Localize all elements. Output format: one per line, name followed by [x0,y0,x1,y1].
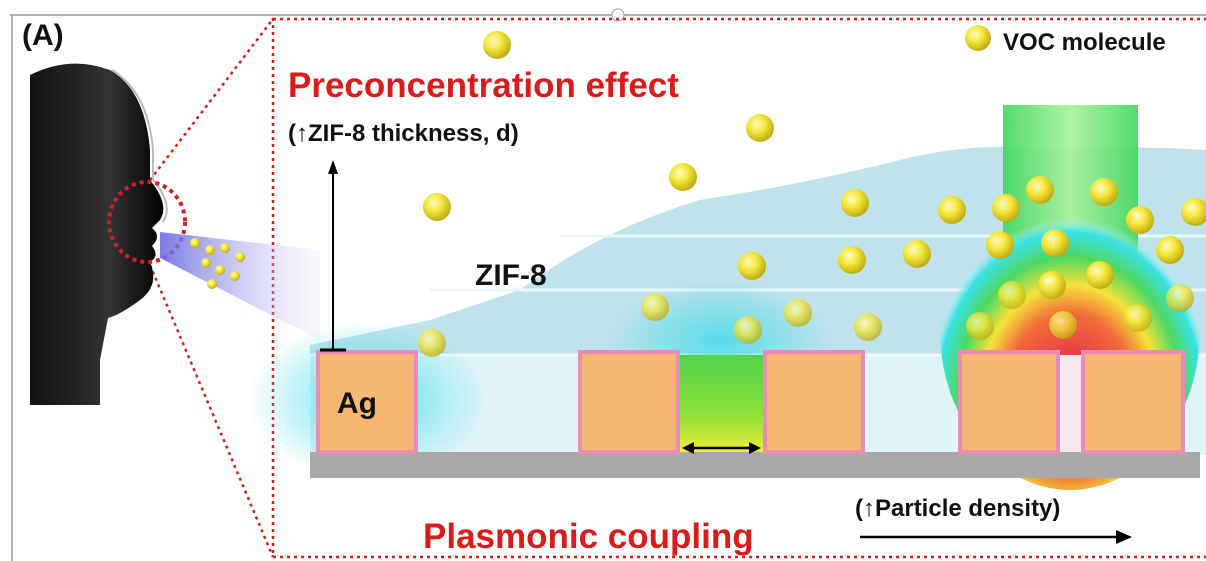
voc-molecule [235,252,245,262]
voc-molecule [738,252,766,280]
breath [160,232,320,340]
arrow-head [1116,530,1132,544]
voc-molecule [903,240,931,268]
voc-molecule [938,196,966,224]
preconcentration-note: (↑ZIF-8 thickness, d) [288,120,519,147]
plasmonic-title: Plasmonic coupling [423,517,754,556]
voc-molecule [190,238,200,248]
voc-molecule [998,281,1026,309]
voc-molecule [992,194,1020,222]
voc-molecule [215,265,225,275]
panel-label: (A) [22,19,64,52]
voc-molecule [207,279,217,289]
voc-molecule [1124,304,1152,332]
voc-molecule [1026,176,1054,204]
voc-molecule [201,258,211,268]
voc-molecule [205,245,215,255]
voc-molecule [784,299,812,327]
voc-molecule [838,246,866,274]
gap-field [678,355,765,452]
layer-label: ZIF-8 [475,259,547,292]
voc-molecule [1041,229,1069,257]
voc-molecule [1166,284,1194,312]
diagram: (A) VOC molecule Preconcentration effect… [0,0,1206,561]
voc-molecule [1038,271,1066,299]
substrate [310,452,1200,478]
voc-molecule [966,312,994,340]
voc-molecule [1049,311,1077,339]
voc-molecule [841,189,869,217]
voc-molecule [669,163,697,191]
voc-molecule [418,329,446,357]
legend-label: VOC molecule [1003,29,1166,56]
particle-label: Ag [337,387,377,420]
voc-molecule [1156,236,1184,264]
voc-molecule [986,231,1014,259]
voc-molecule [230,271,240,281]
ag-particle [960,352,1058,452]
gap-field [1058,355,1083,452]
legend-molecule [965,25,991,51]
plasmonic-note: (↑Particle density) [855,495,1060,522]
voc-molecule [734,316,762,344]
voc-molecule [1090,178,1118,206]
ag-particle [580,352,678,452]
voc-molecule [1086,261,1114,289]
ag-particle [1083,352,1183,452]
voc-molecule [854,313,882,341]
voc-molecule [746,114,774,142]
head [30,64,163,405]
preconcentration-title: Preconcentration effect [288,66,679,105]
voc-molecule [641,293,669,321]
voc-molecule [483,31,511,59]
zoom-line [150,19,273,180]
voc-molecule [1126,206,1154,234]
voc-molecule [423,193,451,221]
arrow-head [328,160,338,174]
voc-molecule [220,243,230,253]
ag-particle [765,352,863,452]
